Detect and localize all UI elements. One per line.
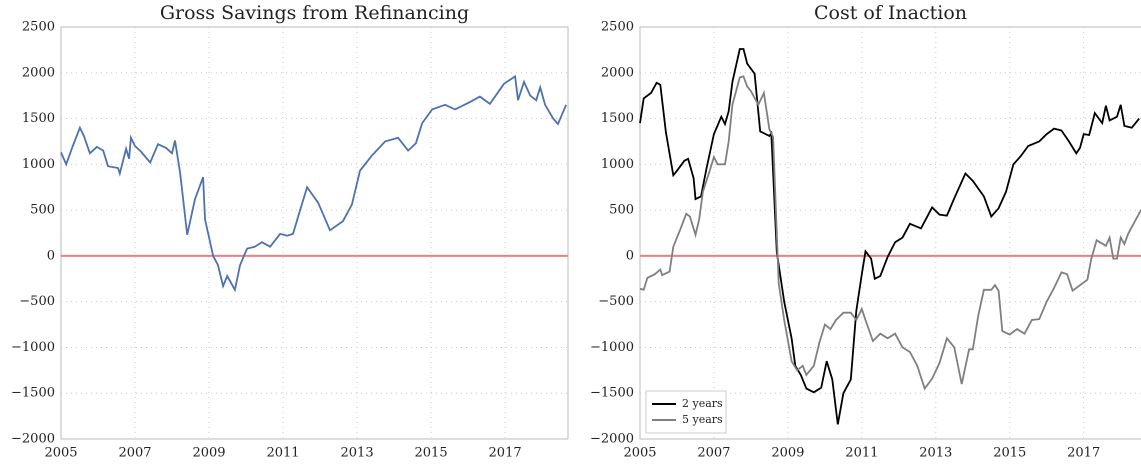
y-tick-label: −1000	[590, 340, 634, 355]
x-tick-label: 2011	[845, 446, 878, 461]
chart-title: Gross Savings from Refinancing	[160, 2, 469, 24]
x-tick-label: 2009	[771, 446, 804, 461]
axes-frame	[639, 26, 1141, 440]
y-tick-label: 500	[30, 203, 55, 218]
x-tick-label: 2009	[192, 446, 225, 461]
y-tick-label: 2000	[22, 65, 55, 80]
series-line	[639, 48, 1140, 425]
y-tick-label: 0	[47, 248, 55, 263]
x-tick-label: 2005	[44, 446, 77, 461]
x-tick-label: 2007	[697, 446, 730, 461]
legend-label: 5 years	[682, 413, 723, 426]
axes-frame	[60, 26, 569, 440]
subplot: Gross Savings from Refinancing −2000 −1500…	[11, 2, 569, 461]
y-tick-label: −1500	[11, 386, 55, 401]
x-tick-label: 2017	[1067, 446, 1100, 461]
y-tick-label: 2000	[601, 65, 634, 80]
y-tick-label: 500	[609, 203, 634, 218]
y-tick-label: −1500	[590, 386, 634, 401]
x-tick-label: 2005	[623, 446, 656, 461]
y-tick-label: −1000	[11, 340, 55, 355]
y-tick-label: 2500	[22, 20, 55, 35]
y-tick-label: 2500	[601, 20, 634, 35]
y-tick-label: 1500	[22, 111, 55, 126]
y-tick-label: −500	[598, 294, 634, 309]
series-line	[639, 75, 1141, 391]
chart-title: Cost of Inaction	[814, 2, 967, 24]
y-tick-label: 1000	[601, 157, 634, 172]
subplot: Cost of Inaction −2000 −1500 −1000 −500 0 500 1…	[590, 2, 1141, 461]
y-tick-label: 1500	[601, 111, 634, 126]
y-tick-label: 1000	[22, 157, 55, 172]
x-tick-label: 2011	[266, 446, 299, 461]
y-tick-label: −2000	[590, 432, 634, 447]
y-tick-label: −2000	[11, 432, 55, 447]
y-tick-label: −500	[19, 294, 55, 309]
legend-box	[645, 390, 727, 434]
x-tick-label: 2015	[993, 446, 1026, 461]
x-tick-label: 2007	[118, 446, 151, 461]
y-tick-label: 0	[626, 248, 634, 263]
series-line	[60, 74, 567, 293]
x-tick-label: 2015	[415, 446, 448, 461]
x-tick-label: 2013	[341, 446, 374, 461]
x-tick-label: 2017	[489, 446, 522, 461]
x-tick-label: 2013	[919, 446, 952, 461]
legend: 2 years 5 years	[645, 390, 727, 434]
legend-label: 2 years	[682, 397, 723, 410]
